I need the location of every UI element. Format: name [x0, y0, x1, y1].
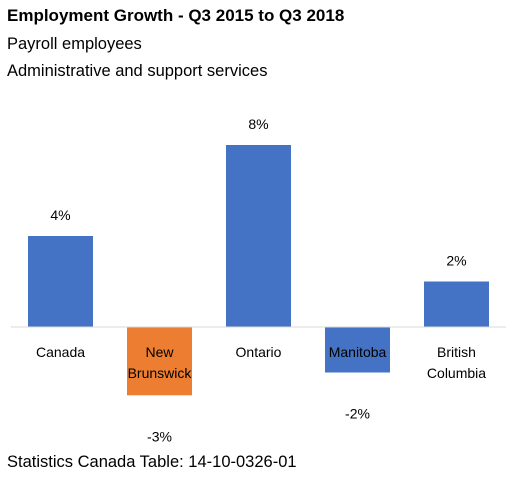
category-label-canada: Canada — [36, 344, 85, 360]
category-label-manitoba: Manitoba — [329, 344, 387, 360]
data-label-ontario: 8% — [248, 116, 268, 132]
chart-subtitle-line-1: Payroll employees — [7, 35, 142, 53]
data-labels: 4% -3% 8% -2% 2% — [50, 116, 466, 444]
bar-group — [28, 145, 489, 396]
source-note: Statistics Canada Table: 14-10-0326-01 — [7, 453, 297, 471]
chart-title: Employment Growth - Q3 2015 to Q3 2018 — [7, 6, 345, 25]
category-label-ontario: Ontario — [236, 344, 282, 360]
chart-subtitle-line-2: Administrative and support services — [7, 62, 268, 80]
category-label-new-brunswick: New Brunswick — [128, 344, 193, 381]
data-label-new-brunswick: -3% — [147, 428, 172, 444]
bar-new-brunswick — [127, 327, 192, 396]
category-label-british-columbia: British Columbia — [427, 344, 486, 381]
data-label-manitoba: -2% — [345, 406, 370, 422]
bar-manitoba — [325, 327, 390, 373]
bar-british-columbia — [424, 281, 489, 327]
bar-canada — [28, 236, 93, 327]
data-label-british-columbia: 2% — [446, 253, 466, 269]
bar-ontario — [226, 145, 291, 327]
category-labels: Canada New Brunswick Ontario Manitoba British… — [36, 344, 486, 381]
data-label-canada: 4% — [50, 207, 70, 223]
